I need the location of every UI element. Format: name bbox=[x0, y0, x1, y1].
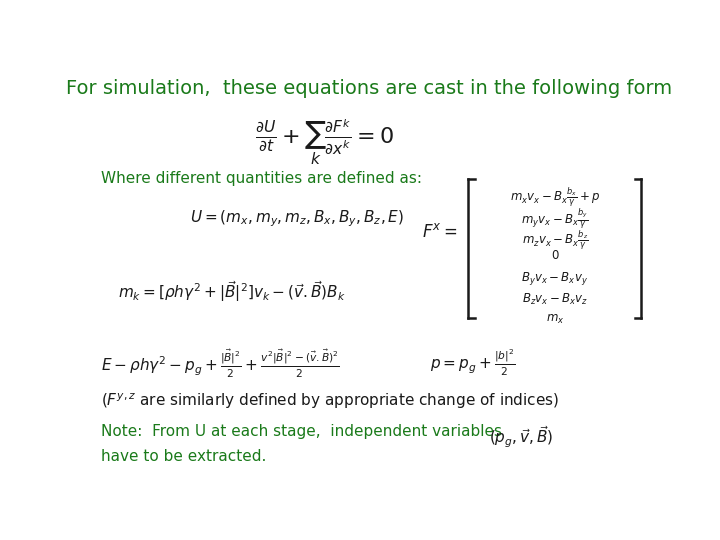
Text: have to be extracted.: have to be extracted. bbox=[101, 449, 266, 464]
Text: Where different quantities are defined as:: Where different quantities are defined a… bbox=[101, 171, 422, 186]
Text: $B_z v_x - B_x v_z$: $B_z v_x - B_x v_z$ bbox=[522, 292, 588, 307]
Text: $(F^{y,z}$ are similarly defined by appropriate change of indices): $(F^{y,z}$ are similarly defined by appr… bbox=[101, 391, 559, 411]
Text: $F^x = $: $F^x = $ bbox=[422, 223, 458, 241]
Text: For simulation,  these equations are cast in the following form: For simulation, these equations are cast… bbox=[66, 79, 672, 98]
Text: $E - \rho h\gamma^2 - p_g + \frac{|\vec{B}|^2}{2} + \frac{v^2|\vec{B}|^2 - (\vec: $E - \rho h\gamma^2 - p_g + \frac{|\vec{… bbox=[101, 348, 340, 380]
Text: Note:  From U at each stage,  independent variables: Note: From U at each stage, independent … bbox=[101, 424, 502, 440]
Text: $B_y v_x - B_x v_y$: $B_y v_x - B_x v_y$ bbox=[521, 270, 588, 287]
Text: $m_x v_x - B_x\frac{b_x}{\gamma} + p$: $m_x v_x - B_x\frac{b_x}{\gamma} + p$ bbox=[510, 185, 600, 208]
Text: $0$: $0$ bbox=[551, 249, 559, 262]
Text: $m_z v_x - B_x\frac{b_z}{\gamma}$: $m_z v_x - B_x\frac{b_z}{\gamma}$ bbox=[521, 228, 588, 251]
Text: $m_y v_x - B_x\frac{b_y}{\gamma}$: $m_y v_x - B_x\frac{b_y}{\gamma}$ bbox=[521, 207, 588, 231]
Text: $m_k = [\rho h\gamma^2 + |\vec{B}|^2]v_k - (\vec{v}.\vec{B})B_k$: $m_k = [\rho h\gamma^2 + |\vec{B}|^2]v_k… bbox=[118, 279, 346, 304]
Text: $p = p_g + \frac{|b|^2}{2}$: $p = p_g + \frac{|b|^2}{2}$ bbox=[431, 348, 516, 378]
Text: $\frac{\partial U}{\partial t} + \sum_{k} \frac{\partial F^k}{\partial x^k} = 0$: $\frac{\partial U}{\partial t} + \sum_{k… bbox=[255, 117, 394, 167]
Text: $(p_g, \vec{v}, \vec{B})$: $(p_g, \vec{v}, \vec{B})$ bbox=[489, 424, 554, 450]
Text: $U = (m_x, m_y, m_z, B_x, B_y, B_z, E)$: $U = (m_x, m_y, m_z, B_x, B_y, B_z, E)$ bbox=[190, 208, 405, 229]
Text: $m_x$: $m_x$ bbox=[546, 313, 564, 326]
